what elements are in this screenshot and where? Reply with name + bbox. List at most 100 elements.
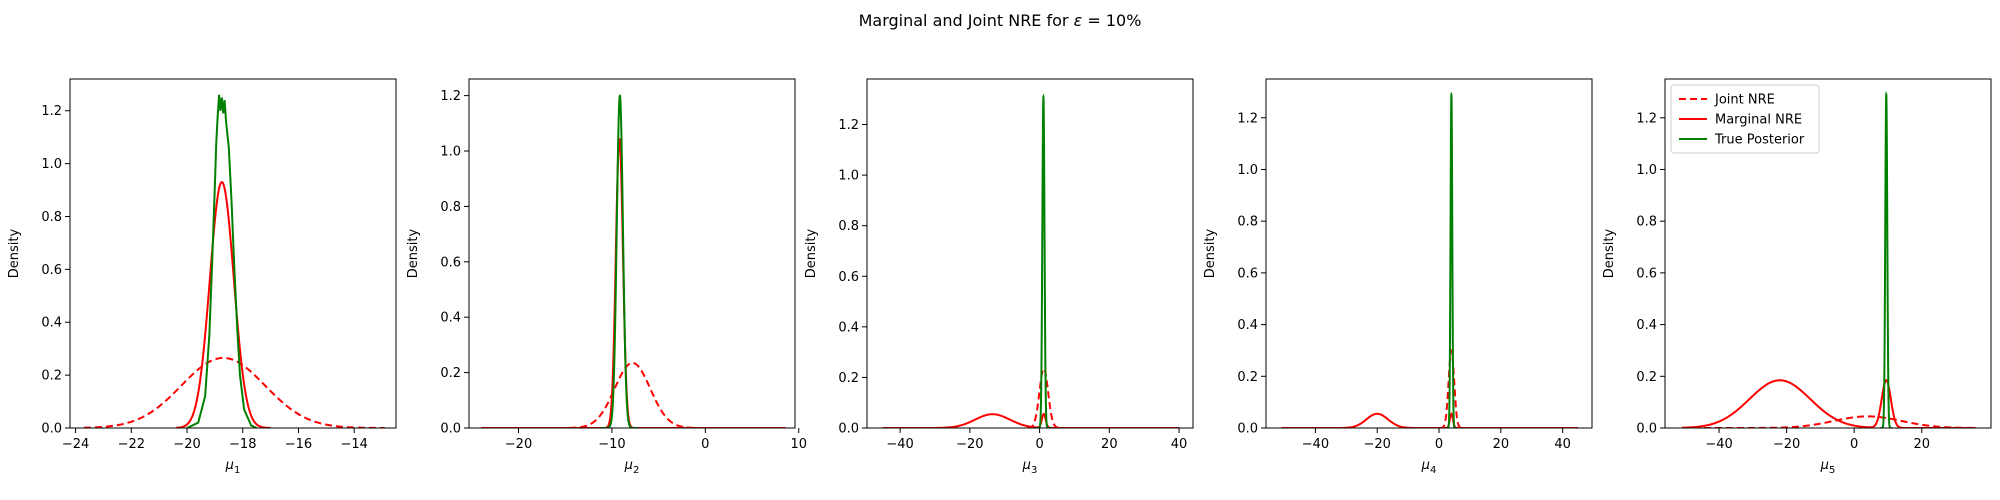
y-axis-label: Density <box>804 228 819 278</box>
series-marginal-nre-line <box>1681 379 1976 428</box>
y-tick-label: 0.8 <box>440 200 461 215</box>
y-tick-label: 1.0 <box>838 169 859 184</box>
legend-label-marginal-nre: Marginal NRE <box>1715 113 1802 128</box>
x-tick-label: −16 <box>285 437 312 452</box>
subplot-1: −24 −22 −20 −18 −16 −14 0.0 0.2 0.4 0.6 0.8 1.0 1.2 μ… <box>7 78 397 476</box>
x-tick-label: −22 <box>118 437 145 452</box>
axes-frame <box>866 78 1194 429</box>
y-tick-label: 1.0 <box>41 157 62 172</box>
y-tick-label: 0.6 <box>440 255 461 270</box>
y-tick-label: 0.4 <box>1237 318 1258 333</box>
x-tick-label: −20 <box>1364 437 1391 452</box>
subplot-5: −40 −20 0 20 0.0 0.2 0.4 0.6 0.8 1.0 1.2 μ5 Density <box>1602 78 1992 476</box>
legend-box <box>1670 84 1820 154</box>
x-tick-label: −10 <box>598 437 625 452</box>
x-tick-label: −20 <box>173 437 200 452</box>
x-tick-label: −40 <box>1705 437 1732 452</box>
series-marginal-nre-line <box>882 413 1180 428</box>
x-tick-label: −20 <box>956 437 983 452</box>
y-tick-label: 0.0 <box>1237 422 1258 437</box>
y-tick-label: 0.2 <box>41 369 62 384</box>
y-axis-label: Density <box>7 228 22 278</box>
x-tick-label: −14 <box>340 437 367 452</box>
series-joint-nre-line <box>481 361 786 428</box>
y-tick-label: 0.4 <box>1636 318 1657 333</box>
x-tick-label: 20 <box>1493 437 1510 452</box>
y-tick-label: 0.2 <box>1636 370 1657 385</box>
x-axis-label: μ1 <box>225 458 241 476</box>
x-axis-label: μ3 <box>1022 458 1038 476</box>
y-tick-label: 0.6 <box>1237 266 1258 281</box>
series-marginal-nre-line <box>175 181 271 428</box>
series-true-posterior-line <box>186 94 258 428</box>
series-true-posterior-line <box>1446 91 1457 428</box>
series-joint-nre-line <box>83 356 385 428</box>
y-tick-label: 1.2 <box>1237 111 1258 126</box>
y-axis-label: Density <box>1602 228 1617 278</box>
figure-title-prefix: Marginal and Joint NRE for <box>859 11 1074 30</box>
y-axis-label: Density <box>1203 228 1218 278</box>
y-tick-label: 1.2 <box>838 118 859 133</box>
subplots: −24 −22 −20 −18 −16 −14 0.0 0.2 0.4 0.6 0.8 1.0 1.2 μ… <box>7 78 1992 476</box>
figure-title-symbol: ε <box>1074 11 1083 30</box>
series-marginal-nre-line <box>1281 412 1579 428</box>
series-true-posterior-line <box>1036 93 1051 428</box>
axes-frame <box>468 78 796 429</box>
y-tick-label: 0.4 <box>41 316 62 331</box>
x-tick-label: −18 <box>229 437 256 452</box>
x-tick-label: −24 <box>62 437 89 452</box>
x-tick-label: 20 <box>1101 437 1118 452</box>
series-true-posterior-line <box>1880 91 1893 428</box>
y-tick-label: 0.2 <box>440 366 461 381</box>
x-tick-label: −40 <box>886 437 913 452</box>
x-tick-label: −20 <box>1773 437 1800 452</box>
legend-label-joint-nre: Joint NRE <box>1714 93 1775 108</box>
y-tick-label: 1.2 <box>440 89 461 104</box>
y-tick-label: 0.8 <box>41 210 62 225</box>
legend-label-true-posterior: True Posterior <box>1714 133 1805 148</box>
axes-frame <box>1664 78 1992 429</box>
y-tick-label: 0.0 <box>838 422 859 437</box>
subplot-4: −40 −20 0 20 40 0.0 0.2 0.4 0.6 0.8 1.0 1.2 μ4 Densit… <box>1203 78 1593 476</box>
y-tick-label: 0.8 <box>1636 215 1657 230</box>
x-tick-label: 40 <box>1171 437 1188 452</box>
subplot-2: −20 −10 0 10 0.0 0.2 0.4 0.6 0.8 1.0 1.2 μ2 Density <box>406 78 807 476</box>
x-axis-label: μ5 <box>1820 458 1836 476</box>
y-tick-label: 0.4 <box>440 311 461 326</box>
y-tick-label: 0.6 <box>838 270 859 285</box>
x-tick-label: 0 <box>1035 437 1043 452</box>
y-tick-label: 0.2 <box>838 371 859 386</box>
series-joint-nre-line <box>1027 367 1061 428</box>
axes-frame <box>1265 78 1593 429</box>
y-axis-label: Density <box>406 228 421 278</box>
series-marginal-nre-line <box>481 138 786 428</box>
x-tick-label: 0 <box>1435 437 1443 452</box>
legend: Joint NRE Marginal NRE True Posterior <box>1670 84 1820 154</box>
y-tick-label: 1.0 <box>440 145 461 160</box>
y-tick-label: 0.4 <box>838 320 859 335</box>
y-tick-label: 0.0 <box>41 422 62 437</box>
x-tick-label: −20 <box>505 437 532 452</box>
x-tick-label: −40 <box>1302 437 1329 452</box>
y-tick-label: 0.8 <box>838 219 859 234</box>
y-tick-label: 0.0 <box>1636 422 1657 437</box>
y-tick-label: 1.2 <box>41 104 62 119</box>
x-axis-label: μ2 <box>624 458 640 476</box>
y-tick-label: 1.0 <box>1237 163 1258 178</box>
x-tick-label: 20 <box>1913 437 1930 452</box>
x-tick-label: 40 <box>1554 437 1571 452</box>
y-tick-label: 0.6 <box>1636 266 1657 281</box>
subplot-3: −40 −20 0 20 40 0.0 0.2 0.4 0.6 0.8 1.0 1.2 μ3 Densit… <box>804 78 1194 476</box>
y-tick-label: 1.0 <box>1636 163 1657 178</box>
x-tick-label: 0 <box>701 437 709 452</box>
y-tick-label: 0.0 <box>440 422 461 437</box>
series-joint-nre-line <box>1681 415 1976 428</box>
figure-title-suffix: = 10% <box>1082 11 1141 30</box>
y-tick-label: 0.8 <box>1237 215 1258 230</box>
y-tick-label: 1.2 <box>1636 111 1657 126</box>
figure-title: Marginal and Joint NRE for ε = 10% <box>859 11 1142 30</box>
axes-frame <box>69 78 397 429</box>
x-axis-label: μ4 <box>1421 458 1437 476</box>
y-tick-label: 0.2 <box>1237 370 1258 385</box>
